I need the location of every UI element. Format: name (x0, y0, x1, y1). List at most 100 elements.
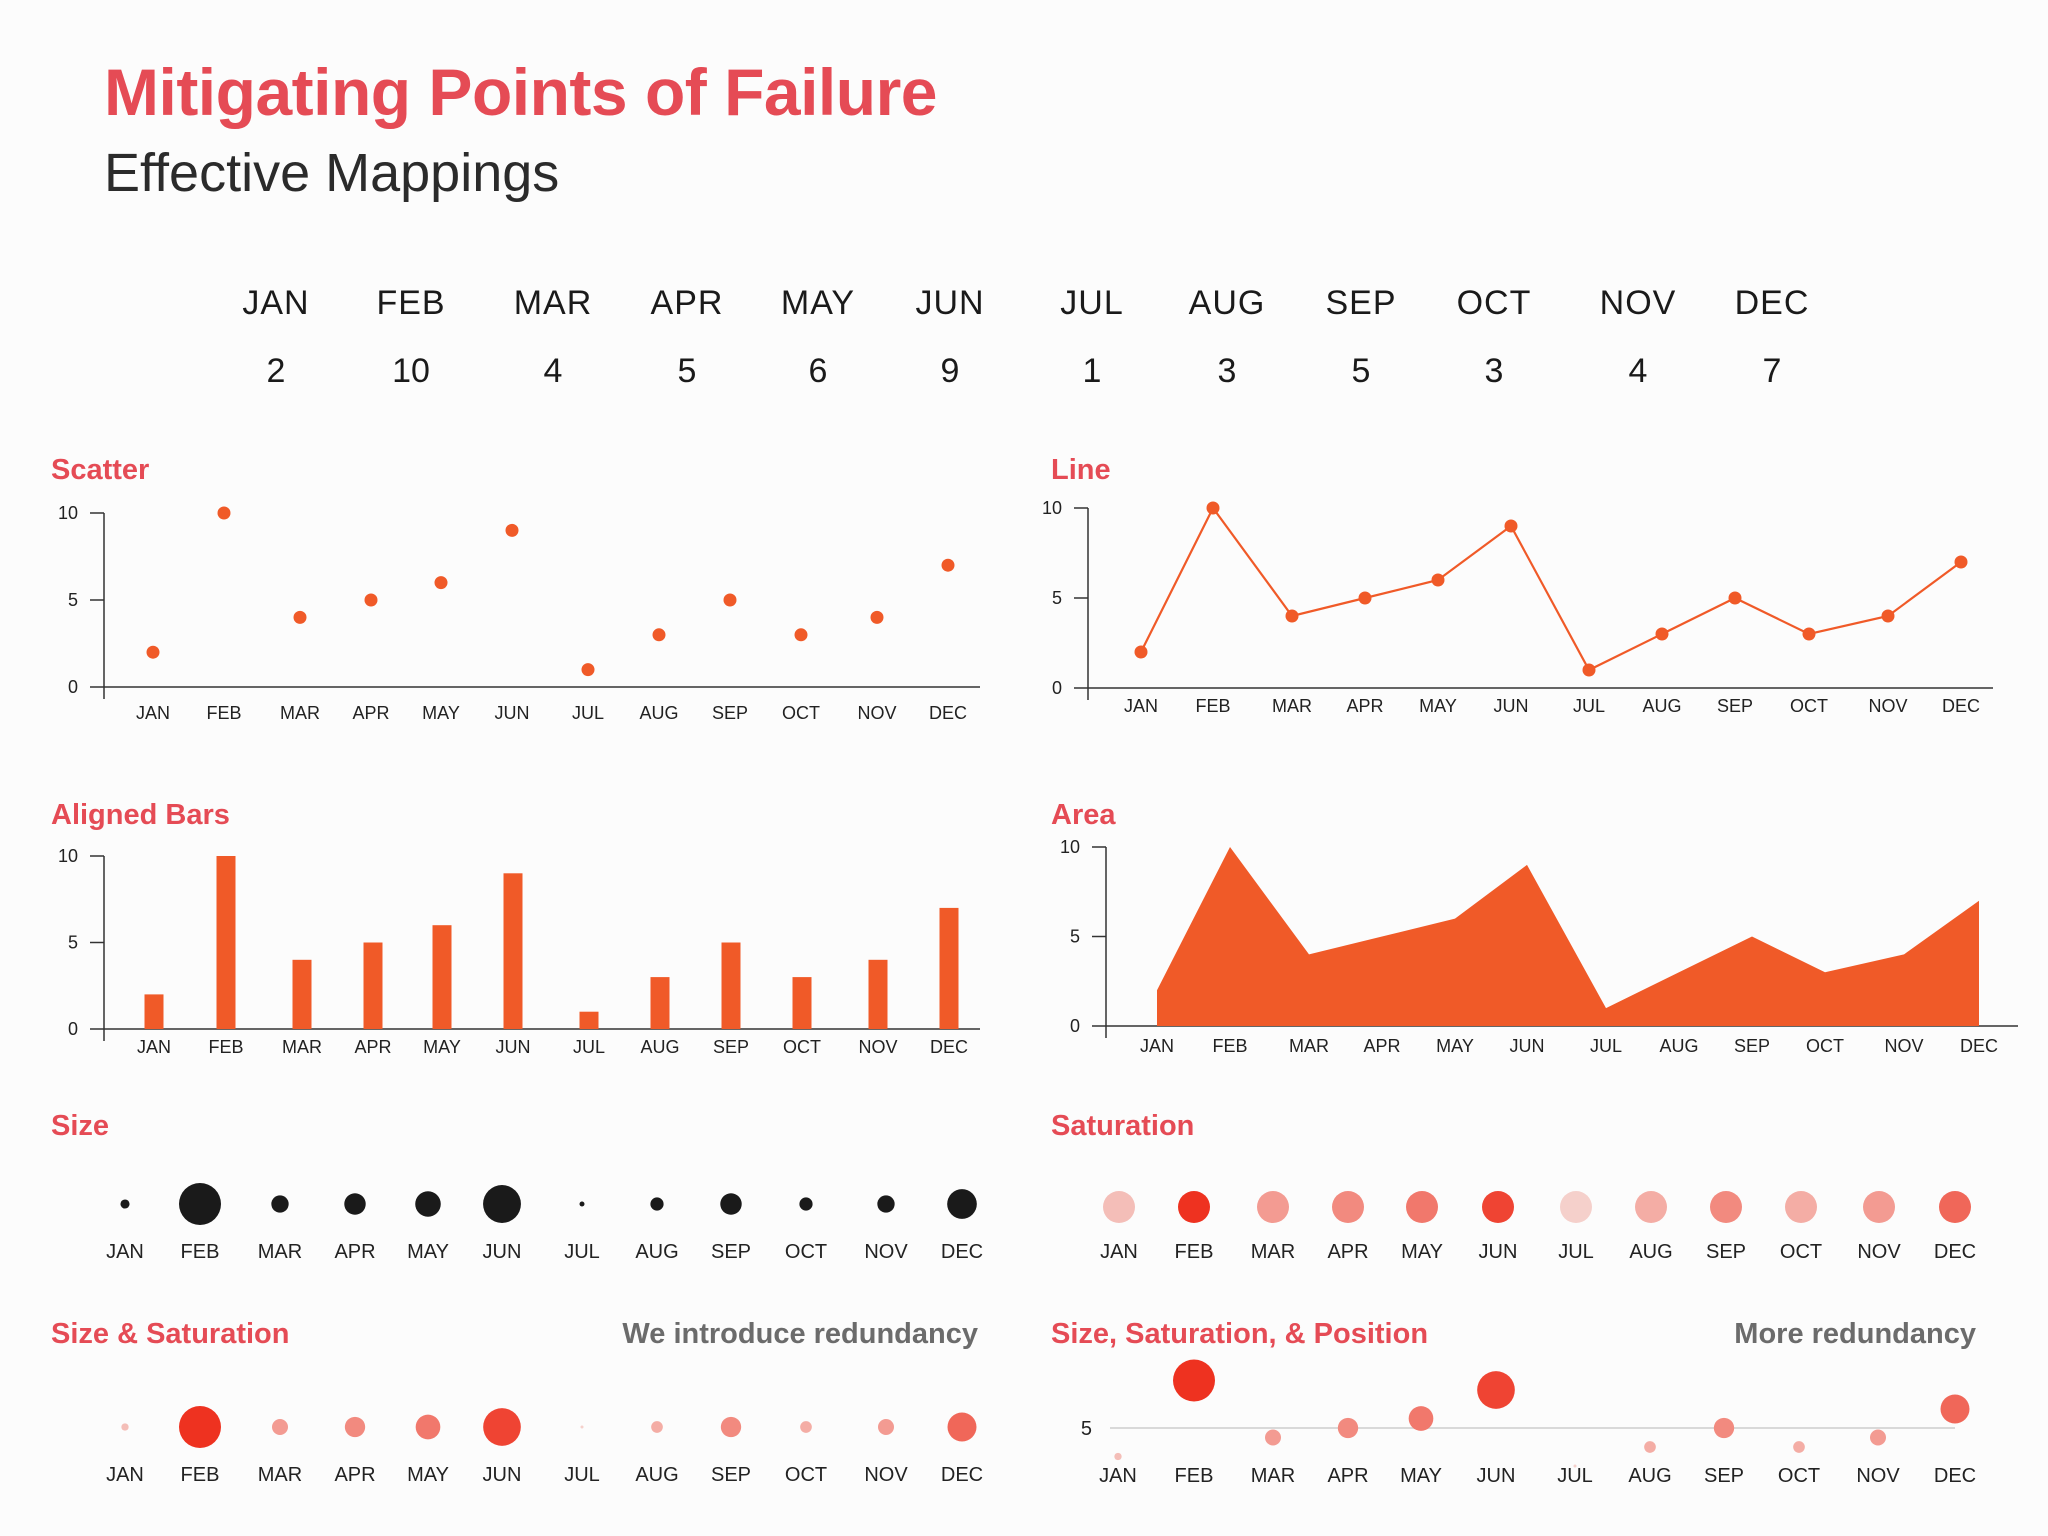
table-month-label: NOV (1600, 284, 1677, 322)
encoded-dot (579, 1201, 585, 1207)
x-tick-label: OCT (783, 1037, 821, 1057)
encoded-dot (651, 1421, 663, 1433)
category-label: FEB (1175, 1465, 1214, 1487)
table-month-label: AUG (1189, 284, 1266, 322)
x-tick-label: MAY (1436, 1036, 1474, 1056)
table-value-label: 1 (1083, 352, 1102, 390)
x-tick-label: SEP (712, 703, 748, 723)
bar (292, 959, 312, 1029)
chart-title: Scatter (51, 454, 149, 486)
category-label: MAY (1401, 1241, 1443, 1263)
y-tick-label: 5 (1070, 927, 1080, 947)
category-label: SEP (711, 1464, 751, 1486)
scatter-point (364, 593, 378, 607)
category-label: MAR (1251, 1465, 1295, 1487)
encoded-dot (877, 1195, 895, 1213)
scatter-point (293, 610, 307, 624)
category-label: NOV (864, 1464, 908, 1486)
line-point (1504, 519, 1518, 533)
table-month-label: JAN (242, 284, 309, 322)
table-value-label: 7 (1763, 352, 1782, 390)
category-label: JAN (106, 1241, 144, 1263)
encoded-dot (483, 1185, 521, 1223)
encoded-dot (947, 1189, 977, 1219)
x-tick-label: AUG (1642, 696, 1681, 716)
encoded-dot (1406, 1191, 1438, 1223)
encoded-dot (1173, 1359, 1215, 1402)
category-label: OCT (785, 1241, 827, 1263)
line-point (1655, 627, 1669, 641)
y-tick-label: 0 (68, 1019, 78, 1039)
line-point (1285, 609, 1299, 623)
encoded-dot (1573, 1464, 1577, 1468)
y-tick-label: 5 (68, 590, 78, 610)
x-tick-label: APR (352, 703, 389, 723)
x-tick-label: JUL (1573, 696, 1605, 716)
category-label: OCT (1780, 1241, 1822, 1263)
category-label: MAY (407, 1464, 449, 1486)
saturation-chart: Saturation JAN FEB MAR APR MAY JUN JUL AUG SEP OCT… (1051, 1110, 1976, 1263)
scatter-point (146, 645, 160, 659)
encoded-dot (1257, 1191, 1289, 1223)
category-label: NOV (1857, 1241, 1901, 1263)
chart-title: Line (1051, 454, 1111, 486)
category-label: AUG (1629, 1241, 1672, 1263)
x-tick-label: FEB (206, 703, 241, 723)
line-point (1881, 609, 1895, 623)
x-tick-label: NOV (1884, 1036, 1923, 1056)
encoded-dot (1332, 1191, 1364, 1223)
table-month-label: JUN (915, 284, 984, 322)
category-label: JUL (564, 1241, 600, 1263)
category-label: APR (334, 1241, 375, 1263)
category-label: NOV (864, 1241, 908, 1263)
table-value-label: 5 (678, 352, 697, 390)
category-label: MAR (258, 1464, 302, 1486)
encoded-dot (1785, 1191, 1817, 1223)
encoded-dot (344, 1416, 366, 1438)
category-label: APR (334, 1464, 375, 1486)
encoded-dot (1337, 1417, 1359, 1439)
table-value-label: 6 (809, 352, 828, 390)
x-tick-label: SEP (713, 1037, 749, 1057)
encoded-dot (650, 1197, 664, 1211)
category-label: SEP (1704, 1465, 1744, 1487)
x-tick-label: MAY (422, 703, 460, 723)
x-tick-label: MAR (280, 703, 320, 723)
encoded-dot (415, 1191, 441, 1217)
table-value-label: 4 (544, 352, 563, 390)
category-label: FEB (1175, 1241, 1214, 1263)
x-tick-label: JAN (136, 703, 170, 723)
category-label: APR (1327, 1241, 1368, 1263)
scatter-point (217, 506, 231, 520)
chart-title: Saturation (1051, 1110, 1194, 1142)
reference-label: 5 (1081, 1418, 1092, 1440)
line-point (1358, 591, 1372, 605)
y-tick-label: 10 (58, 503, 78, 523)
x-tick-label: JUN (496, 1037, 531, 1057)
encoded-dot (947, 1412, 977, 1442)
x-tick-label: NOV (857, 703, 896, 723)
bar (503, 873, 523, 1029)
category-label: AUG (635, 1464, 678, 1486)
scatter-point (870, 610, 884, 624)
x-tick-label: OCT (782, 703, 820, 723)
table-value-label: 4 (1629, 352, 1648, 390)
line-point (1954, 555, 1968, 569)
data-table: JAN 2 FEB 10 MAR 4 APR 5 MAY 6 JUN 9 JUL 1 AUG 3 SEP 5 OCT… (242, 284, 1808, 390)
encoded-dot (179, 1183, 221, 1225)
x-tick-label: JUN (1494, 696, 1529, 716)
category-label: MAY (407, 1241, 449, 1263)
table-value-label: 9 (941, 352, 960, 390)
scatter-point (941, 558, 955, 572)
category-label: NOV (1856, 1465, 1900, 1487)
encoded-dot (179, 1406, 221, 1448)
x-tick-label: AUG (639, 703, 678, 723)
category-label: APR (1327, 1465, 1368, 1487)
encoded-dot (799, 1197, 813, 1211)
x-tick-label: APR (354, 1037, 391, 1057)
x-tick-label: APR (1363, 1036, 1400, 1056)
category-label: JUN (1479, 1241, 1518, 1263)
x-tick-label: AUG (1659, 1036, 1698, 1056)
y-tick-label: 10 (1042, 498, 1062, 518)
